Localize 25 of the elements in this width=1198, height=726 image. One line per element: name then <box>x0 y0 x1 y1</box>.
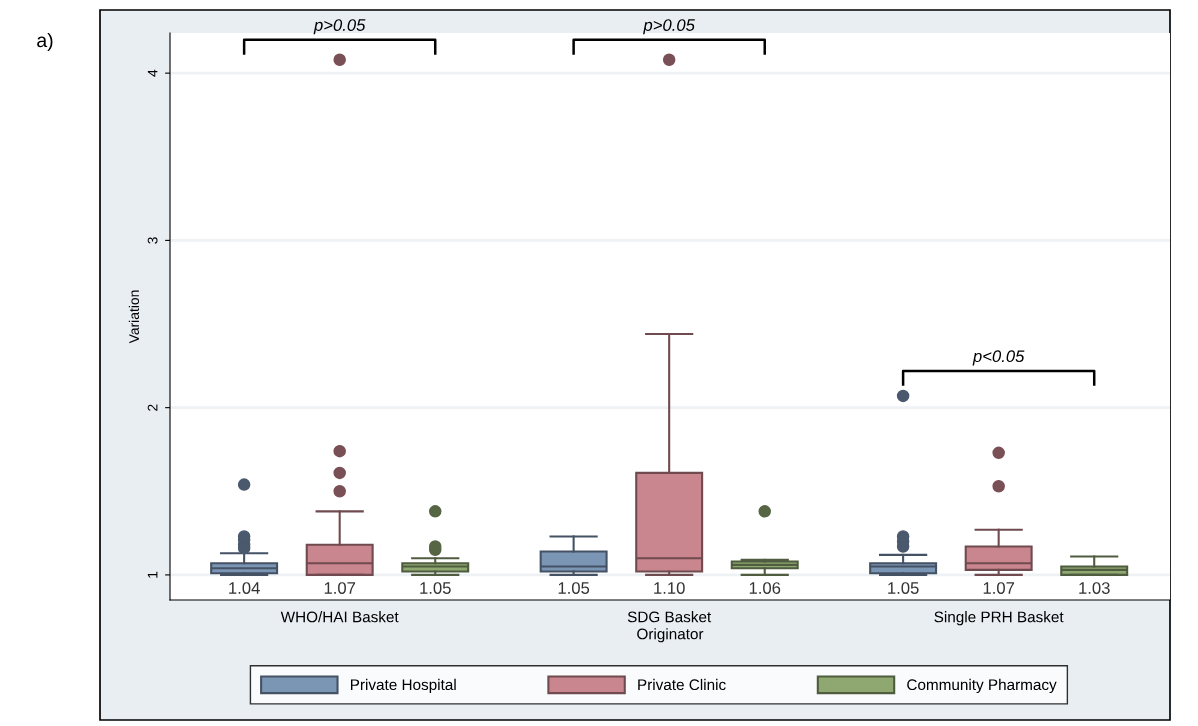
y-tick-label: 2 <box>147 404 158 411</box>
x-tick-label: SDG Basket <box>627 611 712 623</box>
annotation: p>0.05 <box>643 19 695 35</box>
legend-label: Private Clinic <box>638 678 726 691</box>
x-tick-label: WHO/HAI Basket <box>280 611 399 623</box>
text: a) <box>37 32 53 52</box>
text: 1.10 <box>654 582 685 594</box>
text: 1.05 <box>888 582 919 594</box>
text: 1.07 <box>324 582 356 594</box>
text: 1.05 <box>558 582 590 594</box>
y-tick-label: 1 <box>147 571 158 578</box>
annotation: p<0.05 <box>972 350 1025 366</box>
text: 1.03 <box>1079 582 1110 594</box>
annotation: p>0.05 <box>313 19 366 35</box>
legend-label: Private Hospital <box>350 678 456 694</box>
text: 1.06 <box>749 582 781 594</box>
x-tick-label: Single PRH Basket <box>934 611 1064 626</box>
text: 1.05 <box>420 582 451 594</box>
x-axis-title: Originator <box>637 628 704 643</box>
y-axis-title: Variation <box>128 290 140 344</box>
y-tick-label: 4 <box>147 69 158 77</box>
y-tick-label: 3 <box>147 237 158 244</box>
text: 1.07 <box>983 582 1015 594</box>
legend-label: Community Pharmacy <box>907 678 1057 694</box>
text: 1.04 <box>229 582 260 594</box>
